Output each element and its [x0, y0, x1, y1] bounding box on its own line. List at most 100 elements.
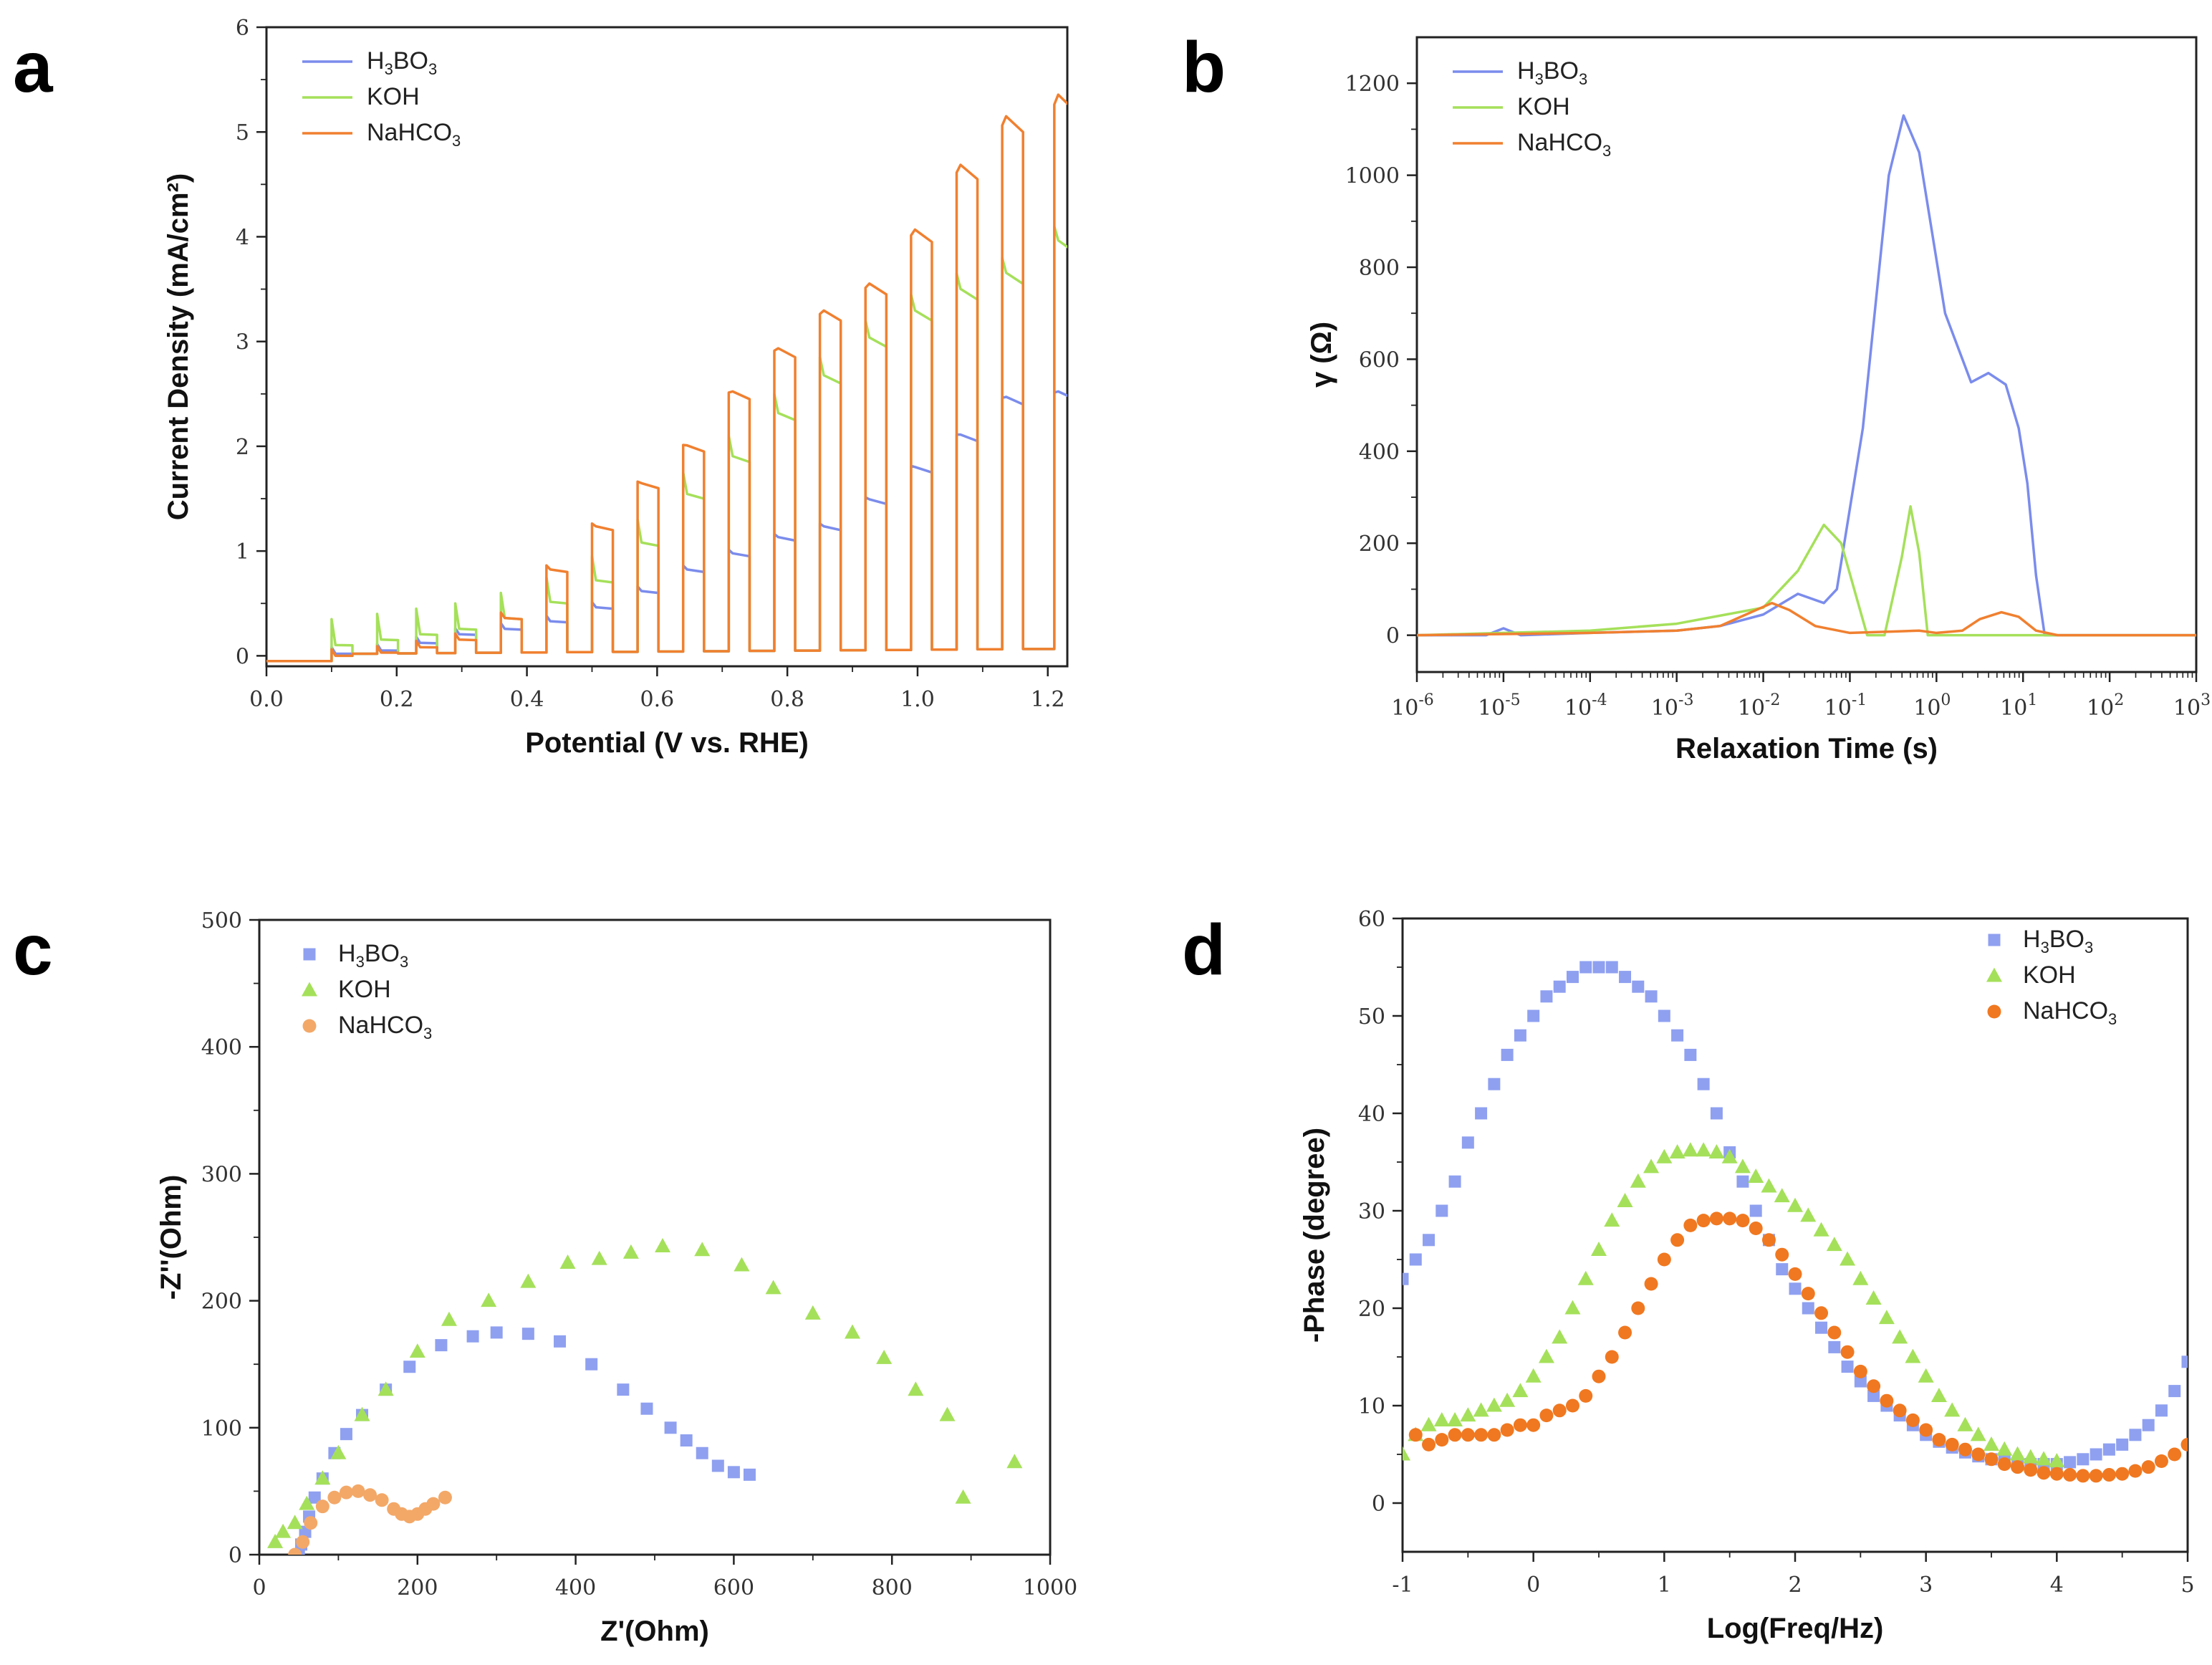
- data-point: [2168, 1385, 2181, 1398]
- y-tick-label: 200: [201, 1290, 242, 1315]
- data-point: [340, 1428, 352, 1441]
- x-axis-title: Relaxation Time (s): [1675, 733, 1938, 764]
- data-point: [1645, 990, 1658, 1003]
- y-axis-title: γ (Ω): [1306, 322, 1337, 388]
- data-point: [288, 1548, 302, 1555]
- data-point: [1776, 1263, 1789, 1276]
- data-point: [727, 1466, 740, 1479]
- x-tick-label: 600: [713, 1575, 754, 1601]
- data-point: [426, 1497, 441, 1511]
- data-point: [1815, 1321, 1828, 1334]
- panel-c: c 0 200 400 600 800 1000 0 100 200 300 400 500 Z'(Ohm…: [13, 908, 1077, 1647]
- data-point: [1475, 1107, 1488, 1120]
- data-point: [1708, 1144, 1725, 1158]
- legend-label: NaHCO3: [338, 1012, 432, 1042]
- x-tick-label: 100: [1913, 691, 1951, 721]
- data-point: [1423, 1234, 1436, 1247]
- data-point: [308, 1491, 321, 1504]
- y-tick-label: 500: [201, 908, 242, 934]
- data-point: [1487, 1428, 1501, 1442]
- data-point: [622, 1244, 639, 1259]
- x-tick-label: 0: [1526, 1573, 1540, 1598]
- panel-letter: c: [13, 910, 53, 990]
- y-tick-label: 10: [1358, 1394, 1385, 1419]
- legend-label: NaHCO3: [2023, 997, 2117, 1028]
- data-point: [2049, 1453, 2065, 1468]
- data-point: [1499, 1392, 1516, 1407]
- x-tick-label: 1.0: [900, 687, 935, 712]
- data-point: [2049, 1467, 2064, 1481]
- data-point: [2077, 1453, 2090, 1466]
- data-point: [1983, 1436, 2000, 1451]
- data-point: [1957, 1416, 1973, 1431]
- data-point: [315, 1500, 330, 1514]
- data-point: [1577, 1270, 1594, 1285]
- y-tick-label: 600: [1359, 347, 1400, 373]
- data-point: [330, 1444, 347, 1459]
- data-point: [1590, 1242, 1607, 1256]
- data-point: [765, 1280, 782, 1295]
- data-point: [1854, 1375, 1867, 1388]
- panel-letter: d: [1182, 910, 1226, 990]
- panel-b: b 10-6 10-5 10-4 10-3 10-2 10-1 100 101 102 103 0 20…: [1182, 27, 2211, 764]
- data-point: [2181, 1355, 2188, 1368]
- legend-label: KOH: [338, 976, 391, 1003]
- plot-area: [1417, 114, 2196, 637]
- data-point: [1697, 1078, 1710, 1090]
- y-tick-label: 3: [236, 330, 249, 355]
- data-point: [363, 1488, 378, 1502]
- y-tick-label: 400: [1359, 440, 1400, 465]
- data-point: [1500, 1423, 1514, 1437]
- y-tick-label: 1200: [1345, 72, 1400, 97]
- data-point: [1447, 1412, 1463, 1426]
- x-tick-label: 1.2: [1031, 687, 1065, 712]
- data-point: [1723, 1211, 1737, 1226]
- data-point: [327, 1490, 342, 1505]
- x-tick-label: 10-5: [1478, 691, 1521, 721]
- plot-frame: [265, 26, 1069, 668]
- x-tick-label: 0.8: [770, 687, 804, 712]
- x-tick-label: 400: [555, 1575, 596, 1601]
- legend-label: H3BO3: [2023, 926, 2093, 956]
- data-point: [1461, 1136, 1474, 1149]
- y-tick-label: 0: [236, 644, 249, 669]
- data-point: [1526, 1418, 1541, 1432]
- data-point: [1488, 1078, 1501, 1090]
- data-point: [2115, 1467, 2130, 1481]
- data-point: [1631, 1301, 1645, 1315]
- legend-label: KOH: [367, 83, 420, 110]
- data-point: [275, 1523, 292, 1538]
- data-point: [1501, 1048, 1514, 1061]
- x-tick-label: 0.2: [380, 687, 414, 712]
- data-point: [743, 1468, 756, 1481]
- y-tick-label: 2: [236, 435, 249, 460]
- data-point: [1775, 1247, 1789, 1262]
- data-point: [1721, 1148, 1738, 1163]
- data-point: [2154, 1454, 2168, 1469]
- data-point: [1525, 1368, 1542, 1383]
- x-tick-label: 102: [2087, 691, 2124, 721]
- data-point: [1605, 1350, 1619, 1364]
- data-point: [299, 1495, 315, 1510]
- data-point: [1996, 1441, 2013, 1456]
- data-point: [694, 1242, 711, 1257]
- data-point: [1802, 1302, 1814, 1315]
- data-point: [1945, 1437, 1959, 1452]
- data-point: [1643, 1158, 1660, 1174]
- legend-label: KOH: [2023, 961, 2076, 989]
- x-tick-label: 10-6: [1391, 691, 1434, 721]
- data-point: [1880, 1393, 1894, 1408]
- y-tick-label: 1000: [1345, 164, 1400, 189]
- data-point: [1828, 1340, 1841, 1353]
- data-point: [1403, 1446, 1411, 1461]
- data-point: [1630, 1173, 1646, 1188]
- data-point: [876, 1349, 893, 1364]
- x-axis-title: Potential (V vs. RHE): [525, 727, 809, 759]
- data-point: [1919, 1423, 1933, 1437]
- data-point: [2089, 1469, 2103, 1483]
- legend-label: KOH: [1517, 93, 1570, 120]
- data-point: [2022, 1449, 2039, 1464]
- data-point: [1538, 1348, 1554, 1363]
- data-point: [1670, 1233, 1685, 1247]
- data-point: [1878, 1310, 1895, 1325]
